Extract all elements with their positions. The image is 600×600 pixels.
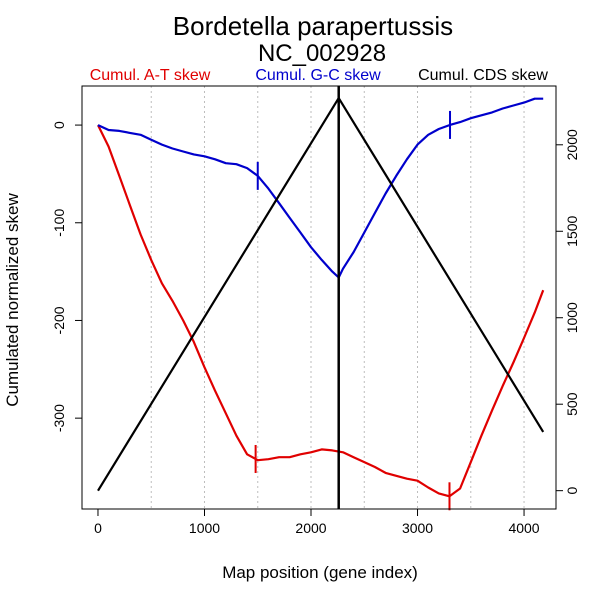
- x-axis: 0 1000 2000 3000 4000: [94, 508, 540, 536]
- plot-frame: [81, 85, 557, 510]
- y-axis-left: 0 -100 -200 -300: [51, 121, 82, 432]
- series-line-at-skew: [97, 124, 545, 498]
- y-axis-label: Cumulated normalized skew: [3, 193, 22, 407]
- marker-layer: [254, 86, 452, 511]
- y-right-tick-label: 2000: [564, 129, 580, 160]
- x-tick-label: 3000: [402, 520, 433, 536]
- y-right-tick-label: 1000: [564, 302, 580, 333]
- y-left-tick-label: -200: [51, 306, 67, 334]
- series-line-gc-skew: [97, 97, 544, 279]
- chart-subtitle: NC_002928: [258, 40, 386, 67]
- y-right-tick-label: 1500: [564, 215, 580, 246]
- y-right-tick-label: 0: [564, 487, 580, 495]
- x-tick-label: 2000: [295, 520, 326, 536]
- x-axis-label: Map position (gene index): [222, 563, 418, 582]
- legend-entry-at-skew: Cumul. A-T skew: [90, 67, 211, 84]
- y-axis-right: 0 500 1000 1500 2000: [556, 129, 580, 495]
- legend-entry-gc-skew: Cumul. G-C skew: [255, 67, 381, 84]
- y-right-tick-label: 500: [564, 392, 580, 416]
- x-tick-label: 0: [94, 520, 102, 536]
- chart-title: Bordetella parapertussis: [173, 11, 453, 41]
- x-tick-label: 1000: [189, 520, 220, 536]
- series-layer: [97, 96, 545, 498]
- y-left-tick-label: 0: [51, 121, 67, 129]
- x-tick-label: 4000: [508, 520, 539, 536]
- y-left-tick-label: -100: [51, 209, 67, 237]
- y-left-tick-label: -300: [51, 404, 67, 432]
- series-line-cds-skew: [97, 96, 545, 492]
- legend-entry-cds-skew: Cumul. CDS skew: [418, 67, 548, 84]
